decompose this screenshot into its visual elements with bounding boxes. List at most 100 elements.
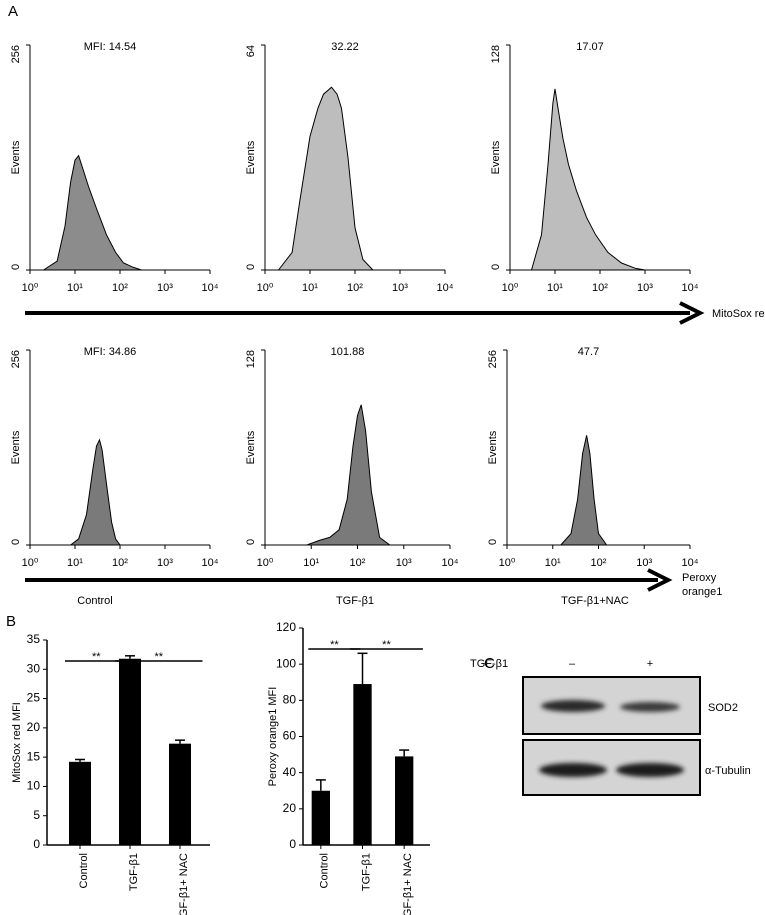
x-tick-label: 10⁴ [202, 282, 219, 294]
mfi-label: 101.88 [331, 346, 365, 358]
y-tick-label: 120 [276, 620, 296, 634]
x-tick-label: 10² [350, 557, 366, 569]
y-tick-label: 256 [10, 45, 22, 63]
y-axis-label: Events [490, 140, 502, 174]
y-tick-label: 25 [27, 691, 41, 705]
x-tick-label: 10⁰ [257, 282, 274, 294]
mfi-label: 32.22 [331, 41, 359, 53]
arrow-head [679, 301, 705, 325]
y-axis-label: Events [245, 430, 257, 464]
x-tick-label: 10³ [637, 282, 653, 294]
y-axis-label: Events [487, 430, 499, 464]
significance-label: ** [330, 639, 339, 651]
x-tick-label: 10² [112, 282, 128, 294]
y-tick-label: 20 [283, 801, 297, 815]
blot-band [620, 702, 680, 712]
y-axis-label: Events [245, 140, 257, 174]
x-tick-label: 10² [112, 557, 128, 569]
y-tick-label: 256 [10, 350, 22, 368]
y-tick-label: 20 [27, 720, 41, 734]
x-tick-label: 10⁴ [442, 557, 459, 569]
y-tick-label: 0 [245, 264, 257, 270]
x-tick-label: 10³ [157, 557, 173, 569]
y-tick-label: 10 [27, 779, 41, 793]
x-tick-label: Control [78, 853, 90, 888]
mfi-label: MFI: 14.54 [84, 41, 137, 53]
bar [119, 658, 141, 845]
histogram [41, 154, 142, 271]
x-tick-label: 10⁴ [437, 282, 454, 294]
y-axis-label: Events [10, 430, 22, 464]
lane-label: – [569, 658, 576, 670]
x-tick-label: 10¹ [302, 282, 318, 294]
condition-label: TGF-β1 [336, 595, 374, 607]
y-axis-label: Events [10, 140, 22, 174]
protein-label: SOD2 [708, 702, 738, 714]
y-axis-label: MitoSox red MFI [11, 702, 23, 783]
x-tick-label: 10³ [396, 557, 412, 569]
y-tick-label: 64 [245, 45, 257, 57]
y-tick-label: 128 [245, 350, 257, 368]
blot-band [541, 700, 605, 712]
arrow-head [647, 568, 673, 592]
bar [311, 790, 330, 845]
x-tick-label: 10⁰ [22, 282, 39, 294]
condition-label: Control [77, 595, 112, 607]
y-tick-label: 0 [10, 539, 22, 545]
x-tick-label: 10¹ [547, 282, 563, 294]
y-axis-label: Peroxy orange1 MFI [267, 687, 279, 787]
x-tick-label: 10⁰ [257, 557, 274, 569]
y-tick-label: 0 [245, 539, 257, 545]
y-tick-label: 0 [487, 539, 499, 545]
y-tick-label: 0 [33, 837, 40, 851]
x-tick-label: 10⁰ [502, 282, 519, 294]
bar [353, 684, 372, 845]
panel-label: C [484, 655, 495, 672]
treatment-label: TGF-β1 [470, 658, 508, 670]
mfi-label: MFI: 34.86 [84, 346, 137, 358]
x-tick-label: TGF-β1 [128, 853, 140, 891]
bar [169, 743, 191, 845]
histogram [69, 438, 121, 546]
y-tick-label: 60 [283, 729, 297, 743]
condition-label: TGF-β1+NAC [561, 595, 629, 607]
histogram [306, 404, 392, 546]
histogram [559, 435, 608, 546]
y-tick-label: 15 [27, 749, 41, 763]
x-tick-label: 10⁴ [682, 557, 699, 569]
mfi-label: 17.07 [576, 41, 604, 53]
mfi-label: 47.7 [578, 346, 599, 358]
arrow-label: Peroxy orange1 [682, 572, 723, 598]
y-tick-label: 5 [33, 808, 40, 822]
significance-label: ** [92, 651, 101, 663]
x-tick-label: TGF-β1+ NAC [402, 853, 414, 915]
x-tick-label: 10⁰ [22, 557, 39, 569]
bar [395, 756, 414, 845]
x-tick-label: 10¹ [67, 557, 83, 569]
x-tick-label: TGF-β1 [360, 853, 372, 891]
y-tick-label: 30 [27, 661, 41, 675]
arrow-label: MitoSox red [712, 308, 765, 320]
x-tick-label: 10² [592, 282, 608, 294]
x-tick-label: 10² [591, 557, 607, 569]
x-tick-label: 10¹ [303, 557, 319, 569]
y-tick-label: 0 [490, 264, 502, 270]
x-tick-label: 10⁴ [682, 282, 699, 294]
x-tick-label: 10² [347, 282, 363, 294]
histogram [530, 88, 646, 271]
y-tick-label: 256 [487, 350, 499, 368]
y-tick-label: 40 [283, 765, 297, 779]
significance-label: ** [382, 639, 391, 651]
x-tick-label: 10⁴ [202, 557, 219, 569]
lane-label: + [647, 658, 653, 670]
x-tick-label: Control [319, 853, 331, 888]
y-tick-label: 35 [27, 632, 41, 646]
significance-label: ** [154, 651, 163, 663]
x-tick-label: 10³ [392, 282, 408, 294]
y-tick-label: 0 [289, 837, 296, 851]
blot-band [539, 763, 607, 777]
histogram [277, 86, 375, 271]
x-tick-label: TGF-β1+ NAC [178, 853, 190, 915]
